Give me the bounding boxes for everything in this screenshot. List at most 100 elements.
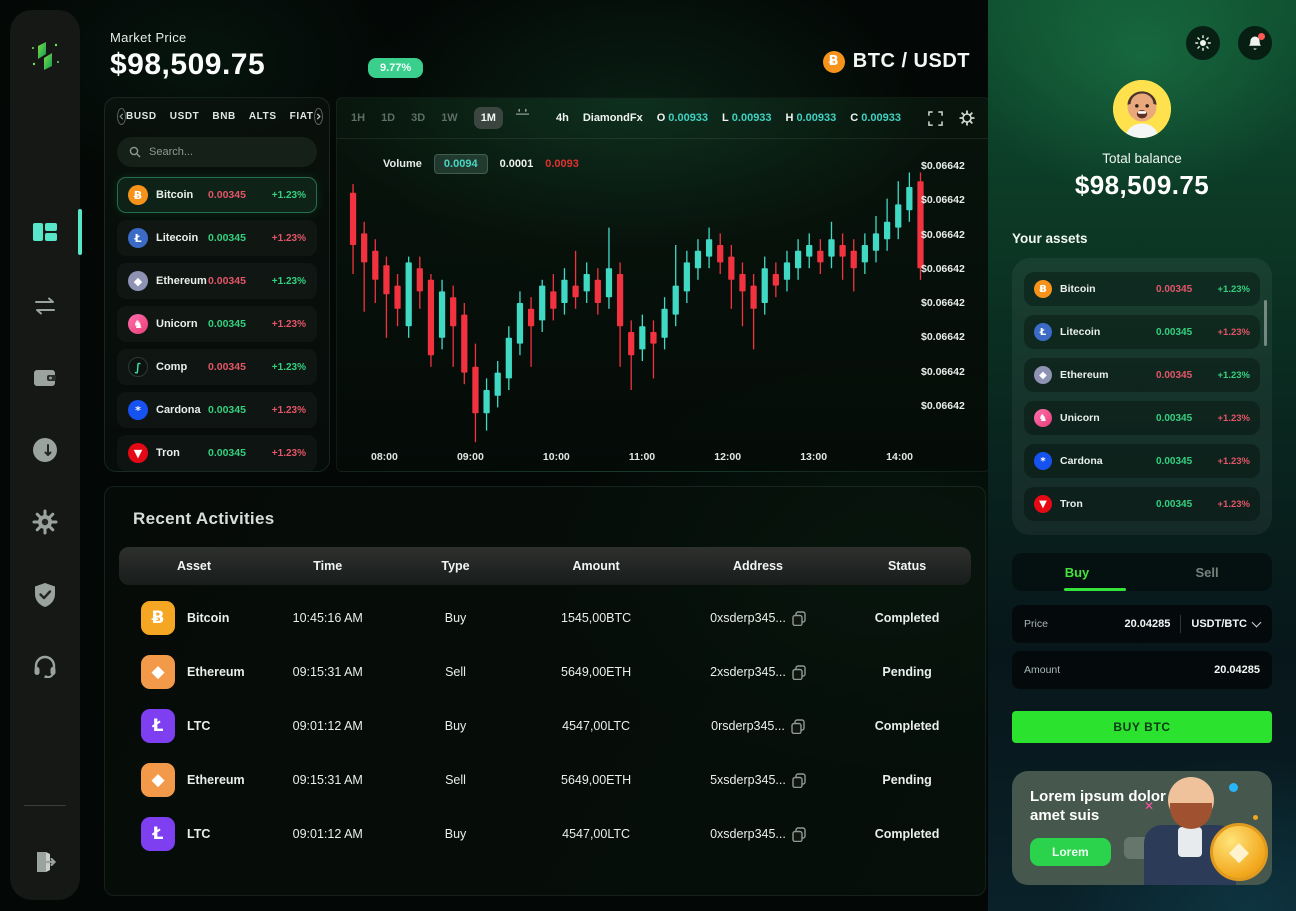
coin-row-bitcoin[interactable]: Ƀ Bitcoin 0.00345 +1.23% [117,177,317,213]
price-field[interactable]: Price 20.04285 USDT/BTC [1012,605,1272,643]
timeframe-1h[interactable]: 1H [351,112,366,124]
copy-icon[interactable] [791,718,805,734]
search-input[interactable] [149,146,299,158]
price-axis-label: $0.06642 [921,262,965,275]
ltc-icon: Ł [141,817,175,851]
filter-fiat[interactable]: FIAT [289,111,314,122]
timeframe-3d[interactable]: 3D [411,112,426,124]
coin-row-unicorn[interactable]: ♞ Unicorn 0.00345 +1.23% [1024,401,1260,435]
notifications-button[interactable] [1238,26,1272,60]
pair-label: BTC / USDT [852,50,970,72]
amount-value[interactable]: 20.04285 [1214,664,1260,676]
coin-name: Cardona [1060,455,1103,467]
search-icon [129,146,141,158]
activity-asset: Ethereum [187,773,245,787]
market-price-label: Market Price [110,30,187,45]
filter-busd[interactable]: BUSD [126,111,157,122]
sidebar-item-wallet[interactable] [10,361,80,395]
sidebar [10,10,82,900]
timeframe-1d[interactable]: 1D [381,112,396,124]
pair-select[interactable]: USDT/BTC [1191,617,1262,630]
price-axis-label: $0.06642 [921,228,965,241]
coin-row-tron[interactable]: ▼ Tron 0.00345 +1.23% [1024,487,1260,521]
activity-amount: 5649,00ETH [561,773,632,787]
coin-price: 0.00345 [208,232,246,244]
column-asset: Asset [177,559,212,573]
sun-icon [1195,35,1211,51]
copy-icon[interactable] [792,610,806,626]
activity-row[interactable]: ◆ Ethereum 09:15:31 AM Sell 5649,00ETH 2xsder… [119,645,971,699]
price-value[interactable]: 20.04285 [1124,618,1171,630]
coin-row-bitcoin[interactable]: Ƀ Bitcoin 0.00345 +1.23% [1024,272,1260,306]
column-status: Status [887,559,927,573]
filter-usdt[interactable]: USDT [169,111,200,122]
chevron-left-icon[interactable] [117,108,126,125]
chart-settings-icon[interactable] [959,110,975,126]
recent-activities-panel: Recent Activities Asset Time Type Amount Add… [104,486,986,896]
activity-row[interactable]: Ł LTC 09:01:12 AM Buy 4547,00LTC 0rsderp345..… [119,699,971,753]
activity-asset: LTC [187,719,211,733]
fullscreen-icon[interactable] [928,110,943,126]
app-logo [10,28,80,84]
sidebar-item-support[interactable] [10,649,80,683]
timeframe-1m[interactable]: 1M [473,107,503,129]
promo-button[interactable]: Lorem [1030,837,1111,866]
tab-buy[interactable]: Buy [1064,564,1090,580]
activity-type: Sell [445,665,466,679]
chevron-right-icon[interactable] [313,108,323,125]
copy-icon[interactable] [792,772,806,788]
time-axis-label: 09:00 [456,451,484,463]
coin-row-ethereum[interactable]: ◆ Ethereum 0.00345 +1.23% [117,263,317,299]
volume-label: Volume [383,158,422,170]
coin-name: Litecoin [156,232,199,244]
gear-icon [32,509,58,535]
sidebar-item-swap[interactable] [10,289,80,323]
calendar-icon[interactable] [515,108,530,128]
assets-scrollbar[interactable] [1264,300,1267,346]
copy-icon[interactable] [792,826,806,842]
coin-price: 0.00345 [208,404,246,416]
activity-asset: LTC [187,827,211,841]
ltc-icon: Ł [141,709,175,743]
filter-alts[interactable]: ALTS [248,111,277,122]
activity-asset: Bitcoin [187,611,230,625]
sparkle-x: ✕ [1143,799,1154,813]
sidebar-item-logout[interactable] [10,845,80,879]
coin-change: +1.23% [1217,455,1251,467]
activity-row[interactable]: Ƀ Bitcoin 10:45:16 AM Buy 1545,00BTC 0xsderp3… [119,591,971,645]
sidebar-item-security[interactable] [10,578,80,612]
sidebar-item-transactions[interactable] [10,433,80,467]
activity-status: Pending [882,773,932,787]
coin-name: Cardona [156,404,201,416]
coin-row-cardona[interactable]: * Cardona 0.00345 +1.23% [117,392,317,428]
coin-row-ethereum[interactable]: ◆ Ethereum 0.00345 +1.23% [1024,358,1260,392]
coin-name: Ethereum [156,275,207,287]
coin-row-unicorn[interactable]: ♞ Unicorn 0.00345 +1.23% [117,306,317,342]
search-box[interactable] [117,137,317,167]
tab-sell[interactable]: Sell [1195,564,1219,580]
sidebar-item-settings[interactable] [10,505,80,539]
sidebar-item-dashboard[interactable] [10,209,82,255]
filter-bnb[interactable]: BNB [212,111,236,122]
theme-toggle-button[interactable] [1186,26,1220,60]
ethereum-icon: ◆ [1034,366,1052,384]
trade-tabs: Buy Sell [1012,553,1272,591]
coin-row-litecoin[interactable]: Ł Litecoin 0.00345 +1.23% [117,220,317,256]
coin-row-comp[interactable]: ∫ Comp 0.00345 +1.23% [117,349,317,385]
activity-amount: 4547,00LTC [562,827,631,841]
amount-field[interactable]: Amount 20.04285 [1012,651,1272,689]
activity-row[interactable]: Ł LTC 09:01:12 AM Buy 4547,00LTC 0xsderp345..… [119,807,971,861]
user-avatar[interactable] [1113,80,1171,138]
copy-icon[interactable] [792,664,806,680]
coin-row-tron[interactable]: ▼ Tron 0.00345 +1.23% [117,435,317,471]
trading-pair: Ƀ BTC / USDT [822,50,970,73]
candlestick-chart[interactable] [345,158,929,448]
coin-row-litecoin[interactable]: Ł Litecoin 0.00345 +1.23% [1024,315,1260,349]
buy-btc-button[interactable]: BUY BTC [1012,711,1272,743]
amount-label: Amount [1024,664,1061,676]
activity-row[interactable]: ◆ Ethereum 09:15:31 AM Sell 5649,00ETH 5xsder… [119,753,971,807]
timeframe-1w[interactable]: 1W [441,112,458,124]
activity-time: 10:45:16 AM [292,611,363,625]
bitcoin-icon: Ƀ [822,50,845,73]
coin-row-cardona[interactable]: * Cardona 0.00345 +1.23% [1024,444,1260,478]
